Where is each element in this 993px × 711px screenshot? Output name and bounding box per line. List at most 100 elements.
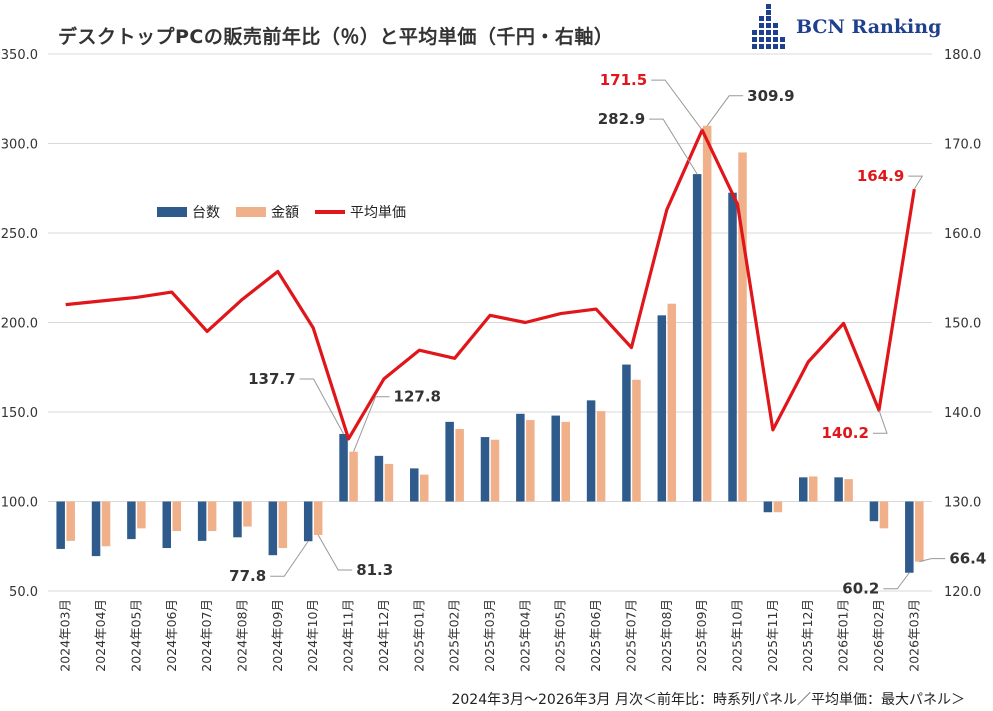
y2-tick-label: 180.0 [944,48,981,63]
y2-tick-label: 130.0 [944,496,981,511]
annotation-leader [908,175,924,190]
x-tick-label: 2024年11月 [341,599,356,672]
x-tick-label: 2024年09月 [270,599,285,672]
annotation-leader [317,534,353,571]
legend-item-amount: 金額 [236,202,299,222]
x-tick-label: 2025年04月 [517,599,532,672]
data-label: 66.4 [949,550,986,568]
bar-amount [101,501,111,547]
bar-units [798,477,808,502]
bar-amount [526,420,535,502]
bcn-grid-logo-icon [752,4,785,49]
bar-units [162,501,172,549]
data-label: 60.2 [842,580,879,598]
data-label: 164.9 [857,167,904,185]
bar-amount [207,501,217,532]
bar-units [551,415,560,502]
x-tick-label: 2024年03月 [58,599,73,672]
axes: 50.0 100.0 150.0 200.0 250.0 300.0 350.0 120.0 1… [1,48,981,672]
y-tick-label: 150.0 [1,406,38,421]
bar-amount [879,501,889,529]
data-label: 309.9 [747,87,794,105]
y-tick-label: 50.0 [9,585,38,600]
bar-units [303,501,313,542]
bar-units [586,400,596,502]
x-tick-label: 2025年08月 [659,599,674,672]
legend-swatch-avg [315,210,345,214]
y2-tick-label: 160.0 [944,227,981,242]
legend-item-avg: 平均単価 [315,202,406,222]
bars [56,125,924,573]
x-tick-label: 2024年10月 [305,599,320,672]
data-label: 282.9 [598,110,645,128]
x-tick-label: 2025年03月 [482,599,497,672]
data-label: 137.7 [248,370,295,388]
x-tick-label: 2025年10月 [730,599,745,672]
bar-amount [349,451,358,502]
y-tick-label: 200.0 [1,317,38,332]
bar-units [622,364,631,502]
x-tick-label: 2024年07月 [199,599,214,672]
annotation-leader [270,540,309,577]
bar-amount [137,501,146,529]
chart-title: デスクトップPCの販売前年比（％）と平均単価（千円・右軸） [58,26,614,48]
bar-units [197,501,207,541]
bar-amount [420,474,429,502]
bar-units [445,421,454,502]
annotation-leader [649,118,698,175]
annotation-leader [651,79,703,131]
bar-units [905,501,914,573]
bar-amount [632,379,641,502]
bar-units [657,315,667,502]
bar-units [763,501,773,513]
y2-tick-label: 170.0 [944,138,981,153]
annotation-leader [706,95,744,127]
x-tick-label: 2025年07月 [623,599,638,672]
bar-units [480,437,490,502]
annotation-leader [883,572,910,590]
bar-amount [702,125,712,502]
bar-amount [915,501,924,562]
bar-units [91,501,101,557]
x-tick-label: 2025年09月 [694,599,709,672]
bar-amount [384,463,394,502]
bar-amount [66,501,75,541]
annotation-leader [353,396,390,452]
bar-units [56,501,65,549]
bar-units [869,501,879,522]
bar-units [410,468,419,502]
x-tick-label: 2025年06月 [588,599,603,672]
bar-units [834,477,843,502]
y2-tick-label: 120.0 [944,585,981,600]
bar-amount [738,152,747,502]
y-tick-label: 100.0 [1,496,38,511]
legend-swatch-units [157,207,187,217]
bar-amount [278,501,288,549]
x-tick-label: 2024年06月 [164,599,179,672]
avg-price-polyline [65,128,916,441]
bar-units [339,434,348,502]
x-tick-label: 2026年03月 [906,599,921,672]
bar-amount [844,479,853,502]
legend-label-avg: 平均単価 [350,205,406,221]
x-tick-label: 2025年02月 [447,599,462,672]
x-tick-label: 2025年11月 [765,599,780,672]
data-label: 140.2 [822,424,869,442]
annotations: 137.7 127.8 77.8 81.3 282.9 309.9 171.5 164.9 14… [229,71,986,598]
x-tick-label: 2025年05月 [553,599,568,672]
chart-footer-note: 2024年3月～2026年3月 月次＜前年比：時系列パネル／平均単価：最大パネル… [451,692,965,708]
x-tick-label: 2026年02月 [871,599,886,672]
annotation-leader [919,558,946,563]
bar-units [374,455,384,502]
annotation-leader [299,378,344,435]
data-label: 127.8 [394,388,441,406]
bar-amount [667,303,677,502]
x-tick-label: 2025年12月 [800,599,815,672]
data-label: 171.5 [600,71,647,89]
data-label: 77.8 [229,567,266,585]
legend-item-units: 台数 [157,202,220,222]
bar-amount [490,439,500,502]
logo-text: BCN Ranking [796,16,942,38]
legend-label-units: 台数 [192,205,220,221]
annotation-leader [872,410,888,434]
